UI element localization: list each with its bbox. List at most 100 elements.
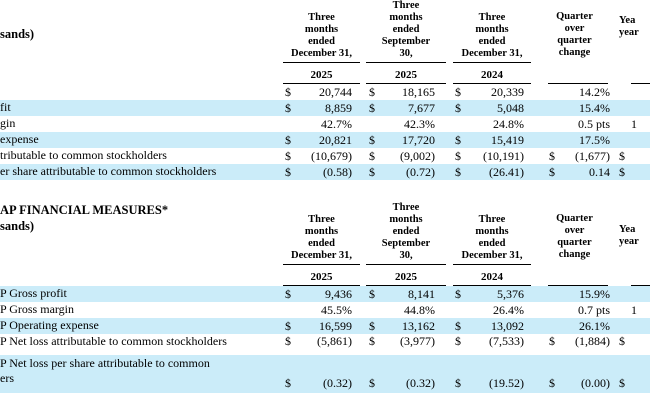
col-header-text: Three months ended September 30, [366, 202, 446, 265]
cell-value: 16,599 [319, 318, 352, 333]
header-underline [548, 271, 608, 286]
currency-symbol: $ [549, 148, 555, 163]
currency-symbol: $ [285, 84, 291, 99]
cell-qoq-change: 26.1% [536, 318, 613, 334]
col-header-text: Three months ended December 31, [283, 214, 360, 265]
year-label: 2025 [283, 270, 360, 286]
cell-value: 18,165 [402, 84, 435, 99]
currency-symbol: $ [285, 334, 291, 349]
year-cell: 2025 [364, 265, 448, 286]
row-label: expense [0, 132, 39, 147]
currency-symbol: $ [619, 148, 625, 163]
cell-dec-2024: $ (10,191) [448, 148, 536, 164]
cell-yoy-change: $ [613, 349, 650, 393]
col-header-text: Three months ended December 31, [453, 214, 531, 265]
col-header-text: Yea year [619, 224, 639, 247]
cell-value: 17.5% [579, 132, 610, 147]
cell-value: 7,677 [408, 100, 435, 115]
currency-symbol: $ [455, 376, 461, 390]
currency-symbol: $ [455, 334, 461, 349]
cell-value: 8,141 [408, 286, 435, 301]
cell-sep-2025: $18,165 [364, 84, 448, 100]
col-header-text: Three months ended December 31, [283, 12, 360, 63]
currency-symbol: $ [549, 164, 555, 179]
quarterly-results-table: sands) Three months ended December 31, T… [0, 0, 650, 180]
table-left-header: AP FINANCIAL MEASURES* sands) [0, 203, 169, 233]
cell-yoy-change [613, 318, 650, 334]
cell-dec-2024: $5,376 [448, 286, 536, 302]
cell-value: (10,679) [311, 148, 352, 163]
currency-symbol: $ [369, 84, 375, 99]
cell-value: (1,884) [575, 334, 610, 349]
cell-yoy-change [613, 100, 650, 116]
currency-symbol: $ [369, 286, 375, 301]
cell-sep-2025: $7,677 [364, 100, 448, 116]
header-underline [631, 271, 650, 286]
cell-dec-2025: $20,821 [281, 132, 364, 148]
year-cell [613, 265, 650, 286]
cell-value: 8,859 [325, 100, 352, 115]
cell-yoy-change: $ [613, 164, 650, 180]
cell-value: (26.41) [489, 164, 524, 179]
table-row: gin 42.7% 42.3% 24.8% 0.5 pts 1 [0, 116, 650, 132]
cell-value: 0.7 pts [577, 302, 610, 317]
year-label: 2025 [366, 68, 446, 84]
year-cell: 2025 [281, 63, 364, 84]
col-header-quarter-over-quarter: Quarter over quarter change [536, 199, 613, 265]
cell-value: (9,002) [400, 148, 435, 163]
col-header-year-over-year: Yea year [613, 199, 650, 265]
cell-value: 5,048 [497, 100, 524, 115]
quarterly-results-body: $20,744 $18,165 $20,339 14.2% fit $8,859 $7,67… [0, 84, 650, 180]
cell-value: 26.1% [579, 318, 610, 333]
cell-dec-2025: $ (0.32) [281, 349, 364, 393]
table-left-header: sands) [0, 27, 35, 41]
table-row: er share attributable to common stockhol… [0, 164, 650, 180]
cell-yoy-change [613, 286, 650, 302]
currency-symbol: $ [455, 286, 461, 301]
cell-value: (10,191) [483, 148, 524, 163]
year-cell: 2024 [448, 265, 536, 286]
cell-value: 1 [631, 302, 637, 317]
year-label: 2025 [283, 68, 360, 84]
cell-value: 15,419 [491, 132, 524, 147]
cell-dec-2024: $20,339 [448, 84, 536, 100]
currency-symbol: $ [455, 100, 461, 115]
non-gaap-measures-body: P Gross profit $9,436 $8,141 $5,376 15.9% P G… [0, 286, 650, 393]
cell-value: 20,744 [319, 84, 352, 99]
cell-sep-2025: $ (0.32) [364, 349, 448, 393]
cell-value: 42.3% [404, 116, 435, 131]
currency-symbol: $ [369, 318, 375, 333]
year-header-row: 2025 2025 2024 [0, 265, 650, 286]
cell-value: (0.32) [323, 376, 352, 390]
quarterly-results-section: sands) Three months ended December 31, T… [0, 0, 650, 180]
cell-sep-2025: $13,162 [364, 318, 448, 334]
row-label: P Gross profit [0, 286, 67, 301]
col-header-quarter-over-quarter: Quarter over quarter change [536, 0, 613, 63]
cell-dec-2024: $ (7,533) [448, 334, 536, 352]
row-label [0, 84, 281, 100]
table-row: P Operating expense $16,599 $13,162 $13,092… [0, 318, 650, 334]
header-underline [548, 69, 608, 84]
cell-yoy-change: 1 [613, 116, 650, 132]
cell-value: (0.32) [406, 376, 435, 390]
cell-qoq-change: $ (1,884) [536, 334, 613, 352]
col-header-three-months-sep-2025: Three months ended September 30, [364, 0, 448, 63]
cell-value: 5,376 [497, 286, 524, 301]
cell-yoy-change: 1 [613, 302, 650, 318]
cell-value: (0.72) [406, 164, 435, 179]
currency-symbol: $ [285, 318, 291, 333]
currency-symbol: $ [619, 334, 625, 349]
cell-value: (0.58) [323, 164, 352, 179]
table-row: $20,744 $18,165 $20,339 14.2% [0, 84, 650, 100]
currency-symbol: $ [455, 84, 461, 99]
cell-dec-2025: $ (0.58) [281, 164, 364, 180]
cell-sep-2025: 42.3% [364, 116, 448, 132]
cell-value: 0.5 pts [577, 116, 610, 131]
cell-dec-2025: $8,859 [281, 100, 364, 116]
table-row: P Gross margin 45.5% 44.8% 26.4% 0.7 pts 1 [0, 302, 650, 318]
cell-value: (0.00) [581, 376, 610, 390]
row-label: P Net loss attributable to common stockh… [0, 334, 227, 348]
cell-dec-2025: $9,436 [281, 286, 364, 302]
year-header-row: 2025 2025 2024 [0, 63, 650, 84]
cell-value: (5,861) [317, 334, 352, 349]
